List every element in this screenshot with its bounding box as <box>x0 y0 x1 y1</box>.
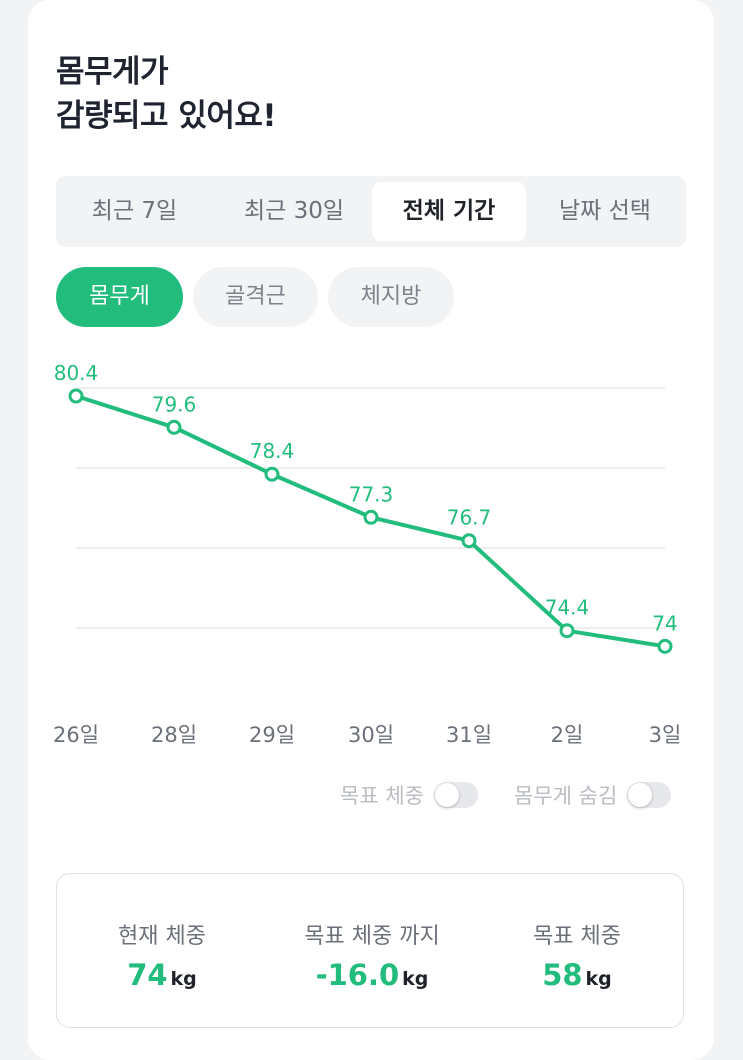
goal-weight-toggle-label: 목표 체중 <box>340 784 424 808</box>
data-point <box>68 388 84 404</box>
data-label: 74.4 <box>545 596 590 620</box>
tab-select-date[interactable]: 날짜 선택 <box>559 198 651 224</box>
weight-summary-box: 현재 체중 74 kg 목표 체중 까지 -16.0 kg 목표 체중 58 kg <box>56 873 684 1028</box>
x-tick-label: 30일 <box>348 723 394 747</box>
goal-weight-toggle[interactable] <box>433 782 478 808</box>
data-label: 78.4 <box>250 439 295 463</box>
metric-tab-body-fat[interactable]: 체지방 <box>328 267 454 327</box>
weight-line-chart: 80.4 79.6 78.4 77.3 76.7 74.4 74 26일 28일 29일 30일 3… <box>53 361 682 747</box>
to-goal-unit: kg <box>402 968 429 990</box>
tab-all-period[interactable]: 전체 기간 <box>372 182 526 241</box>
page-title-line1: 몸무게가 <box>56 54 169 90</box>
x-tick-label: 2일 <box>551 723 584 747</box>
current-weight-label: 현재 체중 <box>118 924 206 949</box>
x-tick-label: 3일 <box>649 723 682 747</box>
data-label: 80.4 <box>54 361 99 385</box>
page-title-line2: 감량되고 있어요! <box>56 98 277 134</box>
to-goal-label: 목표 체중 까지 <box>304 924 440 949</box>
tab-last-7-days[interactable]: 최근 7일 <box>91 198 178 224</box>
hide-weight-toggle-label: 몸무게 숨김 <box>514 784 618 808</box>
goal-weight-value: 58 <box>542 958 583 992</box>
period-tab-bar: 최근 7일 최근 30일 전체 기간 날짜 선택 <box>56 176 686 247</box>
tab-last-30-days[interactable]: 최근 30일 <box>243 198 345 224</box>
data-point <box>264 466 280 482</box>
page-title: 몸무게가 감량되고 있어요! <box>56 50 277 138</box>
to-goal-stat: 목표 체중 까지 -16.0 kg <box>267 918 477 992</box>
toggle-knob <box>434 783 459 807</box>
metric-tab-weight[interactable]: 몸무게 <box>56 267 183 327</box>
current-weight-value: 74 <box>127 958 168 992</box>
x-tick-label: 29일 <box>249 723 295 747</box>
current-weight-unit: kg <box>170 968 197 990</box>
x-tick-label: 26일 <box>53 723 99 747</box>
metric-tab-skeletal-muscle[interactable]: 골격근 <box>193 267 318 327</box>
current-weight-stat: 현재 체중 74 kg <box>57 918 267 992</box>
data-point <box>363 509 379 525</box>
data-point <box>166 419 182 435</box>
data-point <box>657 638 673 654</box>
goal-weight-toggle-row: 목표 체중 <box>340 780 478 810</box>
hide-weight-toggle[interactable] <box>627 782 672 808</box>
chart-grid <box>76 387 665 629</box>
to-goal-value: -16.0 <box>315 958 400 992</box>
data-point <box>559 623 575 639</box>
data-label: 74 <box>652 611 677 635</box>
goal-weight-label: 목표 체중 <box>533 924 621 949</box>
x-tick-label: 28일 <box>151 723 197 747</box>
toggle-knob <box>628 783 653 807</box>
goal-weight-stat: 목표 체중 58 kg <box>472 918 682 992</box>
data-label: 77.3 <box>349 482 394 506</box>
data-label: 76.7 <box>447 506 492 530</box>
hide-weight-toggle-row: 몸무게 숨김 <box>514 780 672 810</box>
data-label: 79.6 <box>152 392 197 416</box>
x-tick-label: 31일 <box>446 723 492 747</box>
goal-weight-unit: kg <box>585 968 612 990</box>
data-point <box>461 533 477 549</box>
